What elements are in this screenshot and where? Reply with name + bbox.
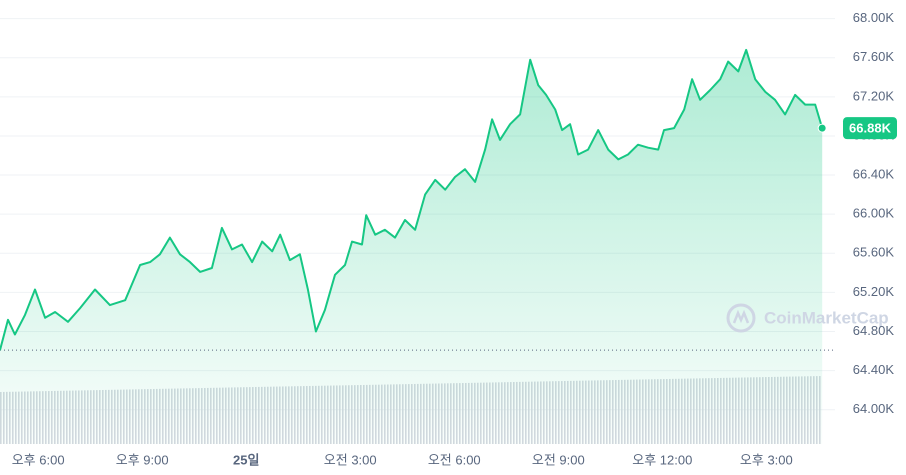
watermark: CoinMarketCap xyxy=(726,303,889,333)
y-tick-label: 67.60K xyxy=(853,49,895,64)
last-price-label: 66.88K xyxy=(849,121,892,136)
y-tick-label: 66.40K xyxy=(853,166,895,181)
y-tick-label: 66.00K xyxy=(853,206,895,221)
watermark-logo xyxy=(726,303,756,333)
y-tick-label: 67.20K xyxy=(853,88,895,103)
x-tick-label: 오전 9:00 xyxy=(532,452,585,467)
x-tick-label: 오전 6:00 xyxy=(428,452,481,467)
y-tick-label: 64.00K xyxy=(853,401,895,416)
x-tick-label: 25일 xyxy=(233,452,259,467)
x-tick-label: 오후 6:00 xyxy=(12,452,65,467)
plot xyxy=(0,48,835,445)
axes: 64.00K 64.40K 64.80K 65.20K 65.60K 66.00K 66.4… xyxy=(12,10,897,467)
last-point xyxy=(817,123,827,133)
x-tick-label: 오전 3:00 xyxy=(324,452,377,467)
y-tick-label: 64.40K xyxy=(853,362,895,377)
y-tick-label: 65.20K xyxy=(853,284,895,299)
x-tick-label: 오후 9:00 xyxy=(116,452,169,467)
area-fill xyxy=(0,49,823,445)
watermark-text: CoinMarketCap xyxy=(764,308,889,327)
x-tick-label: 오후 3:00 xyxy=(740,452,793,467)
x-tick-label: 오후 12:00 xyxy=(632,452,692,467)
price-line xyxy=(0,48,824,351)
last-price-badge xyxy=(843,117,897,140)
y-tick-label: 64.80K xyxy=(853,323,895,338)
y-tick-label: 68.00K xyxy=(853,10,895,25)
y-tick-label: 65.60K xyxy=(853,245,895,260)
watermark-logo-mark xyxy=(732,309,750,324)
